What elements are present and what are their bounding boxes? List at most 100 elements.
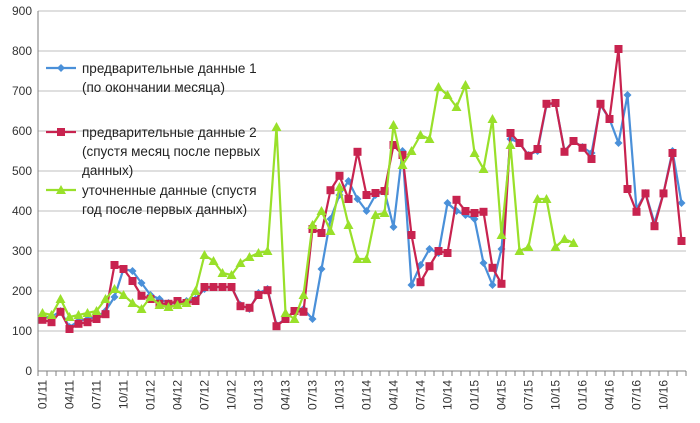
data-point-s2 bbox=[272, 322, 281, 331]
data-point-s2 bbox=[218, 283, 227, 291]
data-point-s3 bbox=[316, 206, 327, 215]
data-point-s1 bbox=[479, 259, 488, 267]
data-point-s3 bbox=[217, 268, 228, 277]
data-point-s3 bbox=[127, 298, 138, 307]
data-point-s2 bbox=[524, 151, 533, 160]
data-point-s3 bbox=[487, 114, 498, 123]
x-tick-label: 10/12 bbox=[225, 380, 239, 410]
legend-label: (по окончании месяца) bbox=[82, 80, 225, 95]
data-point-s1 bbox=[488, 281, 497, 289]
data-point-s2 bbox=[398, 151, 407, 159]
data-point-s3 bbox=[298, 290, 309, 299]
x-tick-label: 01/16 bbox=[576, 380, 590, 410]
data-point-s2 bbox=[335, 171, 344, 180]
data-point-s2 bbox=[506, 129, 515, 137]
legend-label: предварительные данные 2 bbox=[82, 125, 257, 140]
legend-marker-s2 bbox=[57, 128, 65, 136]
data-point-s3 bbox=[208, 256, 219, 265]
data-point-s3 bbox=[154, 300, 165, 309]
data-point-s3 bbox=[442, 90, 453, 99]
legend: предварительные данные 1 (по окончании ме… bbox=[46, 61, 260, 217]
data-point-s3 bbox=[325, 226, 336, 235]
data-point-s2 bbox=[281, 315, 290, 323]
data-point-s2 bbox=[56, 307, 65, 316]
data-point-s2 bbox=[407, 231, 416, 239]
data-point-s3 bbox=[163, 302, 174, 311]
data-point-s2 bbox=[362, 191, 371, 199]
series-s3 bbox=[37, 80, 579, 323]
x-tick-label: 07/11 bbox=[90, 380, 104, 409]
x-tick-label: 04/16 bbox=[603, 380, 617, 410]
data-point-s3 bbox=[424, 134, 435, 143]
data-point-s3 bbox=[244, 252, 255, 261]
data-point-s2 bbox=[578, 143, 587, 152]
data-point-s2 bbox=[389, 141, 398, 149]
y-tick-label: 100 bbox=[12, 324, 32, 338]
data-point-s3 bbox=[343, 220, 354, 229]
legend-label: данных) bbox=[82, 163, 133, 178]
data-point-s3 bbox=[253, 248, 264, 257]
data-point-s3 bbox=[478, 164, 489, 173]
x-tick-label: 07/15 bbox=[522, 380, 536, 410]
data-point-s2 bbox=[650, 222, 659, 231]
data-point-s2 bbox=[263, 286, 272, 295]
data-point-s3 bbox=[235, 258, 246, 267]
data-point-s2 bbox=[200, 283, 209, 291]
data-point-s3 bbox=[469, 148, 480, 157]
data-point-s2 bbox=[569, 137, 578, 145]
data-point-s3 bbox=[388, 120, 399, 129]
y-tick-label: 900 bbox=[12, 4, 32, 18]
data-point-s2 bbox=[101, 310, 110, 319]
data-point-s3 bbox=[118, 290, 129, 299]
y-tick-label: 600 bbox=[12, 124, 32, 138]
data-point-s1 bbox=[407, 281, 416, 289]
data-point-s2 bbox=[677, 237, 686, 245]
data-point-s2 bbox=[533, 145, 542, 153]
data-point-s2 bbox=[659, 189, 668, 198]
data-point-s2 bbox=[668, 149, 677, 157]
data-point-s2 bbox=[452, 195, 461, 204]
x-tick-label: 01/15 bbox=[468, 380, 482, 410]
legend-label: год после первых данных) bbox=[82, 202, 247, 217]
data-point-s3 bbox=[568, 238, 579, 247]
data-point-s2 bbox=[641, 189, 650, 198]
series-group bbox=[37, 45, 686, 333]
x-tick-label: 07/12 bbox=[198, 380, 212, 410]
data-point-s2 bbox=[542, 99, 551, 108]
data-point-s1 bbox=[362, 207, 371, 215]
legend-marker-s3 bbox=[56, 185, 66, 194]
data-point-s2 bbox=[380, 187, 389, 195]
data-point-s2 bbox=[191, 297, 200, 305]
data-point-s2 bbox=[605, 115, 614, 123]
data-point-s3 bbox=[361, 254, 372, 263]
data-point-s2 bbox=[551, 99, 560, 107]
data-point-s3 bbox=[271, 122, 282, 131]
data-point-s3 bbox=[451, 102, 462, 111]
data-point-s1 bbox=[137, 279, 146, 287]
legend-marker-s1 bbox=[57, 64, 65, 72]
data-point-s1 bbox=[614, 139, 623, 147]
data-point-s1 bbox=[353, 195, 362, 203]
legend-entry-s2: предварительные данные 2 (спустя месяц по… bbox=[46, 125, 260, 178]
data-point-s2 bbox=[587, 155, 596, 163]
data-point-s3 bbox=[397, 160, 408, 169]
x-tick-label: 01/14 bbox=[360, 380, 374, 410]
data-point-s3 bbox=[532, 194, 543, 203]
data-point-s3 bbox=[109, 284, 120, 293]
data-point-s3 bbox=[55, 294, 66, 303]
data-point-s2 bbox=[560, 147, 569, 156]
data-point-s3 bbox=[226, 270, 237, 279]
data-point-s3 bbox=[505, 140, 516, 149]
data-point-s2 bbox=[614, 45, 623, 53]
y-tick-label: 800 bbox=[12, 44, 32, 58]
data-point-s3 bbox=[559, 234, 570, 243]
x-tick-label: 07/16 bbox=[630, 380, 644, 410]
data-point-s1 bbox=[443, 199, 452, 207]
data-point-s3 bbox=[46, 310, 57, 319]
x-tick-label: 04/14 bbox=[387, 380, 401, 410]
data-point-s1 bbox=[110, 293, 119, 301]
x-tick-label: 01/13 bbox=[252, 380, 266, 410]
y-tick-label: 0 bbox=[25, 364, 32, 378]
data-point-s3 bbox=[82, 308, 93, 317]
data-point-s3 bbox=[262, 246, 273, 255]
